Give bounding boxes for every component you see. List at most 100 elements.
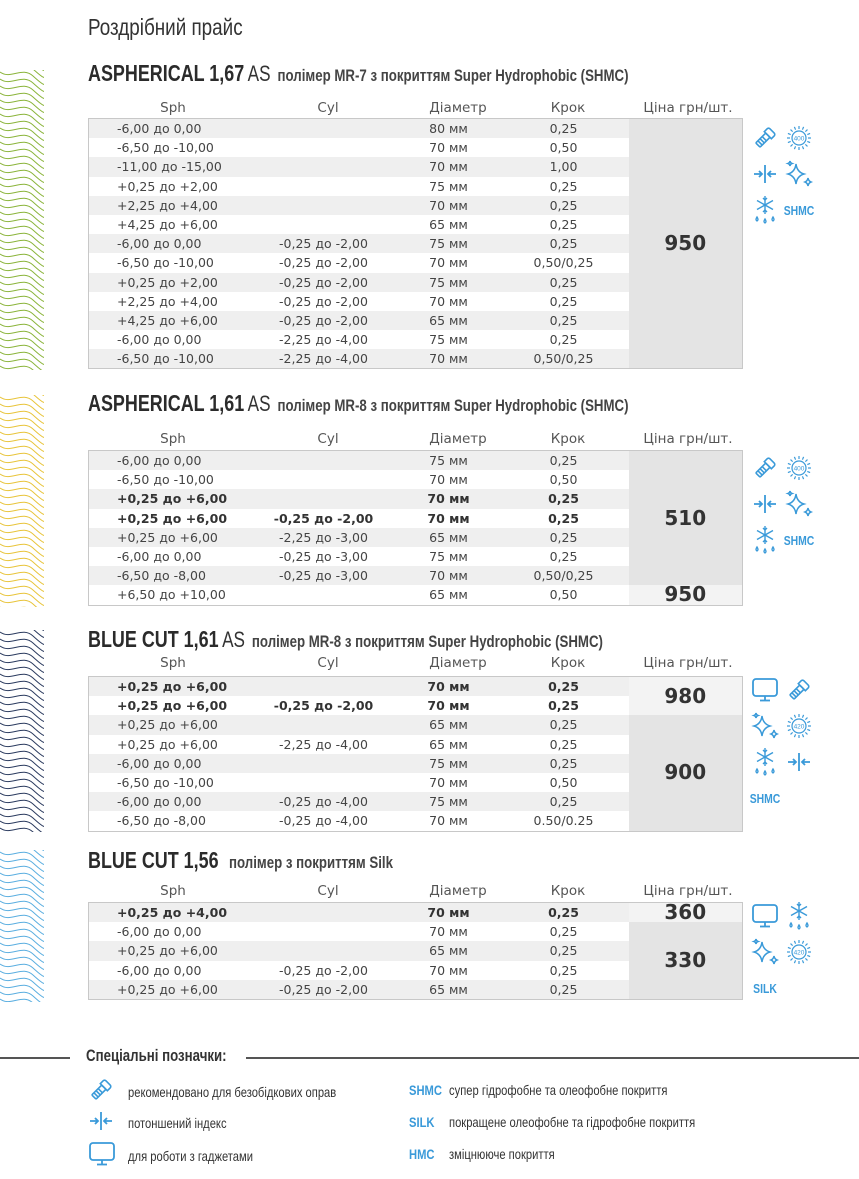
step-cell: 0,25 [549,924,578,940]
legend-item: HMC зміцнююче покриття [409,1146,581,1162]
diameter-cell: 70 мм [429,813,468,829]
table-row: +0,25 до +6,00 70 мм 0,25 [88,489,743,509]
uv420-icon: 420 [784,712,814,740]
table-row: +4,25 до +6,00 65 мм 0,25 [89,215,743,234]
table-row: -6,50 до -10,00 70 мм 0,50 [89,773,743,792]
diameter-cell: 75 мм [398,450,499,471]
sph-cell: +2,25 до +4,00 [88,195,249,215]
sph-cell: +0,25 до +6,00 [117,698,228,714]
cyl-cell [249,922,399,941]
step-cell: 0,25 [498,450,629,471]
thin-index-icon [784,748,814,776]
legend-text: потоншений індекс [128,1114,227,1131]
cyl-cell: -0,25 до -4,00 [279,813,368,829]
table-row: -6,50 до -10,00 70 мм 0,50 [89,138,743,157]
section-title: BLUE CUT 1,61 AS полімер MR-8 з покриття… [88,626,603,653]
cyl-cell: -2,25 до -4,00 [279,736,368,752]
diameter-cell: 70 мм [398,195,499,215]
column-header-cyl: Cyl [317,100,339,116]
cyl-cell [249,177,399,196]
diameter-cell: 70 мм [398,902,499,923]
step-cell: 0,50/0,25 [498,566,629,586]
sparkle-icon [750,712,780,740]
sph-cell: -6,00 до 0,00 [117,549,202,565]
step-cell: 0,50 [549,472,578,488]
monitor-icon [88,1141,128,1170]
table-row: +0,25 до +6,00 -0,25 до -2,00 65 мм 0,25 [88,979,743,1000]
column-header-diam: Діаметр [429,883,487,899]
step-cell: 0,25 [498,310,629,331]
table-row: -11,00 до -15,00 70 мм 1,00 [88,157,743,177]
sph-cell: +0,25 до +6,00 [88,941,249,961]
step-cell: 0,25 [549,178,578,194]
diameter-cell: 65 мм [398,979,499,1000]
feature-icons: 420 SILK [750,902,820,1002]
table-row: -6,00 до 0,00 75 мм 0,25 [88,753,743,773]
column-header-step: Крок [550,100,586,116]
table-row: -6,00 до 0,00 -0,25 до -2,00 75 мм 0,25 [88,234,743,254]
diameter-cell: 75 мм [398,753,499,773]
sph-cell: -6,50 до -10,00 [117,255,214,271]
cyl-cell: -0,25 до -4,00 [248,792,399,812]
cyl-cell: -2,25 до -4,00 [248,349,399,369]
sph-cell: -6,50 до -8,00 [117,813,206,829]
sph-cell: +0,25 до +6,00 [117,510,228,526]
monitor-icon [750,676,780,704]
step-cell: 0,25 [498,753,629,773]
step-cell: 0,25 [498,902,629,923]
cyl-cell [248,941,399,961]
sph-cell: +0,25 до +2,00 [88,272,249,292]
product-index: AS [247,61,271,86]
coating-label: SILK [753,980,777,996]
diameter-cell: 65 мм [398,310,499,331]
column-header-sph: Sph [160,655,186,671]
coating-code: HMC [409,1146,435,1162]
cyl-cell: -2,25 до -3,00 [248,527,399,547]
table-row: -6,00 до 0,00 75 мм 0,25 510 [88,450,743,586]
product-description: полімер MR-8 з покриттям Super Hydrophob… [277,396,629,415]
diameter-cell: 70 мм [398,489,499,509]
sph-cell: -6,50 до -10,00 [88,349,249,369]
column-header-step: Крок [550,655,586,671]
snowflake-drops-icon [750,526,780,554]
decorative-wave-pattern [0,850,44,1002]
diameter-cell: 70 мм [427,510,470,526]
thin-index-icon [750,490,780,518]
diameter-cell: 70 мм [427,698,470,714]
price-table: +0,25 до +4,00 70 мм 0,25 360 -6,00 до 0,00 7… [88,902,743,1000]
step-cell: 0,25 [549,217,578,233]
table-row: +0,25 до +6,00 70 мм 0,25 980 [88,676,743,716]
column-header-price: Ціна грн/шт. [643,100,733,116]
step-cell: 1,00 [498,157,629,177]
table-row: +4,25 до +6,00 -0,25 до -2,00 65 мм 0,25 [88,310,743,331]
sph-cell: -6,50 до -10,00 [117,472,214,488]
step-cell: 0,25 [498,489,629,509]
step-cell: 0,25 [549,549,578,565]
column-header-step: Крок [550,883,586,899]
sparkle-icon [784,160,814,188]
diameter-cell: 70 мм [429,924,468,940]
cyl-cell: -0,25 до -3,00 [248,566,399,586]
diameter-cell: 70 мм [429,140,468,156]
table-header: Sph Cyl Діаметр Крок Ціна грн/шт. [88,431,742,449]
table-row: +6,50 до +10,00 65 мм 0,50 950 [89,585,743,605]
price-table: -6,00 до 0,00 75 мм 0,25 510 -6,50 до -10,00… [88,450,743,606]
sph-cell: -6,50 до -8,00 [88,566,249,586]
sph-cell: +0,25 до +4,00 [88,902,249,923]
column-header-sph: Sph [160,883,186,899]
diameter-cell: 70 мм [429,775,468,791]
sph-cell: +0,25 до +6,00 [88,715,249,735]
step-cell: 0,25 [498,941,629,961]
step-cell: 0,25 [549,736,578,752]
uv400-icon: 400 [784,454,814,482]
step-cell: 0,25 [498,195,629,215]
cyl-cell [249,215,399,234]
table-header: Sph Cyl Діаметр Крок Ціна грн/шт. [88,100,742,118]
step-cell: 0,25 [498,118,629,139]
step-cell: 0,25 [548,510,579,526]
sph-cell: -11,00 до -15,00 [88,157,249,177]
table-row: -6,50 до -10,00 -2,25 до -4,00 70 мм 0,50/0… [88,349,743,369]
legend-item: SILK покращене олеофобне та гідрофобне по… [409,1114,757,1130]
column-header-sph: Sph [160,100,186,116]
sph-cell: +0,25 до +6,00 [88,527,249,547]
